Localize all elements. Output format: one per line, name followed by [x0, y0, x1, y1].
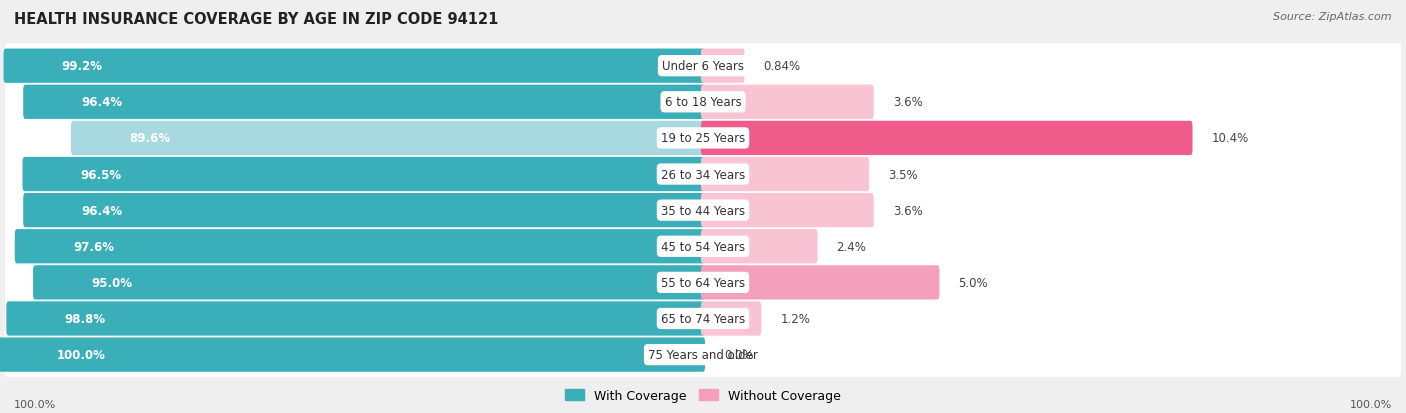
Text: 3.6%: 3.6% [893, 204, 922, 217]
Text: 100.0%: 100.0% [1350, 399, 1392, 409]
Text: 65 to 74 Years: 65 to 74 Years [661, 312, 745, 325]
FancyBboxPatch shape [702, 266, 939, 300]
FancyBboxPatch shape [3, 50, 706, 83]
FancyBboxPatch shape [6, 80, 1400, 125]
Text: 5.0%: 5.0% [959, 276, 988, 289]
FancyBboxPatch shape [6, 152, 1400, 197]
FancyBboxPatch shape [6, 332, 1400, 377]
Text: 26 to 34 Years: 26 to 34 Years [661, 168, 745, 181]
FancyBboxPatch shape [6, 260, 1400, 305]
Text: 19 to 25 Years: 19 to 25 Years [661, 132, 745, 145]
FancyBboxPatch shape [6, 296, 1400, 341]
FancyBboxPatch shape [22, 157, 706, 192]
FancyBboxPatch shape [702, 50, 745, 83]
Text: 89.6%: 89.6% [129, 132, 170, 145]
Text: 95.0%: 95.0% [91, 276, 132, 289]
Text: 0.0%: 0.0% [724, 348, 754, 361]
Text: 96.4%: 96.4% [82, 96, 122, 109]
FancyBboxPatch shape [22, 194, 706, 228]
FancyBboxPatch shape [72, 121, 706, 156]
FancyBboxPatch shape [702, 194, 875, 228]
Text: 75 Years and older: 75 Years and older [648, 348, 758, 361]
Text: 97.6%: 97.6% [73, 240, 114, 253]
FancyBboxPatch shape [6, 188, 1400, 233]
Text: 0.84%: 0.84% [763, 60, 800, 73]
Text: 99.2%: 99.2% [62, 60, 103, 73]
FancyBboxPatch shape [15, 230, 706, 264]
FancyBboxPatch shape [6, 224, 1400, 269]
FancyBboxPatch shape [702, 157, 869, 192]
Text: 3.5%: 3.5% [889, 168, 918, 181]
Text: Under 6 Years: Under 6 Years [662, 60, 744, 73]
Text: 100.0%: 100.0% [14, 399, 56, 409]
FancyBboxPatch shape [702, 121, 1192, 156]
FancyBboxPatch shape [702, 301, 762, 336]
Text: 10.4%: 10.4% [1212, 132, 1249, 145]
FancyBboxPatch shape [702, 85, 875, 120]
FancyBboxPatch shape [7, 301, 706, 336]
Text: 96.5%: 96.5% [82, 168, 122, 181]
FancyBboxPatch shape [702, 230, 818, 264]
Text: 35 to 44 Years: 35 to 44 Years [661, 204, 745, 217]
FancyBboxPatch shape [22, 85, 706, 120]
Text: 100.0%: 100.0% [56, 348, 105, 361]
Text: 96.4%: 96.4% [82, 204, 122, 217]
Text: Source: ZipAtlas.com: Source: ZipAtlas.com [1274, 12, 1392, 22]
Legend: With Coverage, Without Coverage: With Coverage, Without Coverage [561, 384, 845, 407]
Text: 45 to 54 Years: 45 to 54 Years [661, 240, 745, 253]
Text: 55 to 64 Years: 55 to 64 Years [661, 276, 745, 289]
FancyBboxPatch shape [6, 44, 1400, 89]
Text: 6 to 18 Years: 6 to 18 Years [665, 96, 741, 109]
Text: 3.6%: 3.6% [893, 96, 922, 109]
Text: 2.4%: 2.4% [837, 240, 866, 253]
FancyBboxPatch shape [6, 116, 1400, 161]
FancyBboxPatch shape [0, 338, 706, 372]
Text: HEALTH INSURANCE COVERAGE BY AGE IN ZIP CODE 94121: HEALTH INSURANCE COVERAGE BY AGE IN ZIP … [14, 12, 499, 27]
Text: 1.2%: 1.2% [780, 312, 810, 325]
FancyBboxPatch shape [34, 266, 706, 300]
Text: 98.8%: 98.8% [65, 312, 105, 325]
